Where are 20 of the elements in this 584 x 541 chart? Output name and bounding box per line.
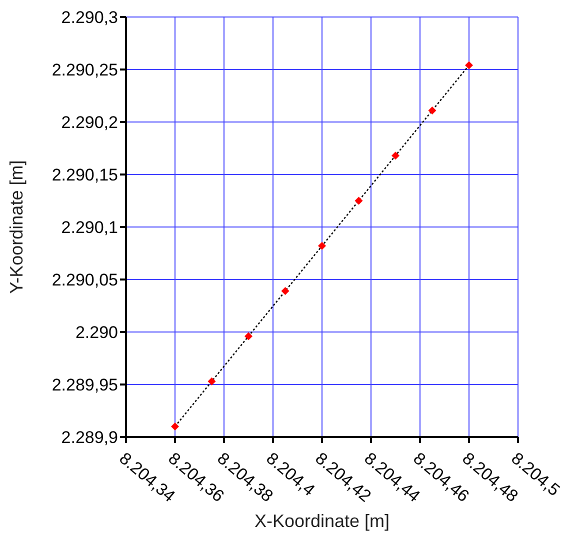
point: [318, 242, 326, 250]
y-tick-label: 2.290,2: [61, 113, 118, 132]
y-tick-label: 2.290,1: [61, 218, 118, 238]
y-tick-label: 2.290,05: [52, 270, 118, 290]
point: [354, 196, 363, 205]
x-axis-title: X-Koordinate [m]: [254, 511, 390, 531]
y-tick-label: 2.290: [75, 323, 118, 342]
point: [392, 152, 400, 160]
point: [171, 422, 179, 430]
point: [465, 61, 473, 70]
point: [244, 332, 252, 340]
point: [281, 287, 290, 296]
y-axis-title: Y-Koordinate [m]: [6, 160, 26, 294]
point: [208, 377, 216, 386]
y-tick-label: 2.289,95: [52, 376, 118, 395]
y-tick-label: 2.290,25: [52, 60, 118, 80]
y-tick-label: 2.289,9: [61, 428, 118, 448]
point: [428, 106, 436, 114]
y-tick-label: 2.290,3: [61, 8, 118, 28]
y-tick-label: 2.290,15: [52, 166, 118, 185]
